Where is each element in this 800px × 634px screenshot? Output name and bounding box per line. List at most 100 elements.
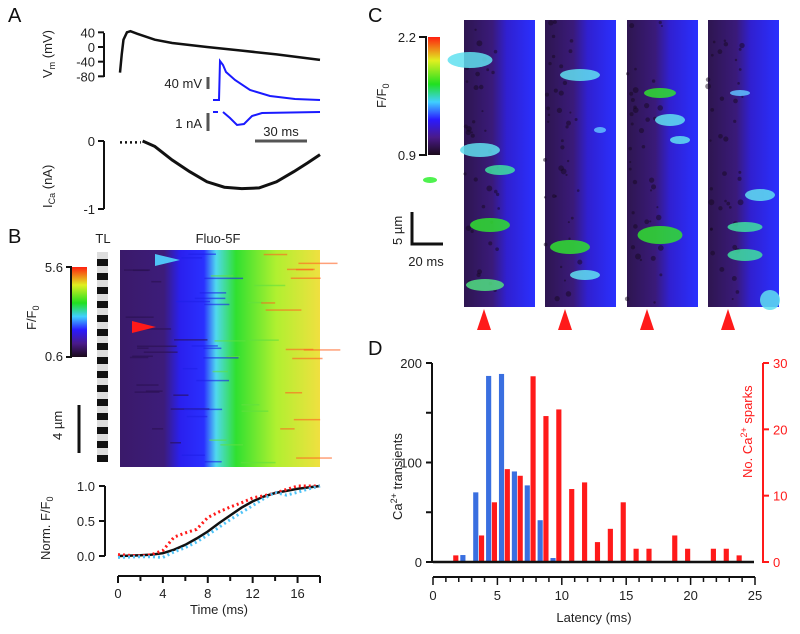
noise-speck: [731, 276, 737, 281]
image-streak: [296, 457, 332, 459]
latency-tick-label: 20: [683, 588, 697, 603]
noise-speck: [484, 129, 487, 132]
noise-speck: [628, 167, 632, 171]
tl-band-dark: [97, 315, 108, 322]
image-streak: [152, 428, 164, 430]
sparks-axis-label: No. Ca2+ sparks: [739, 385, 755, 478]
image-streak: [125, 316, 154, 318]
noise-speck: [560, 139, 564, 143]
noise-speck: [741, 95, 744, 99]
noise-speck: [651, 79, 656, 83]
ca-spark: [570, 270, 600, 280]
linescan-image: [705, 20, 780, 310]
ca-spark: [727, 249, 763, 261]
image-streak: [295, 268, 314, 271]
noise-speck: [659, 273, 663, 277]
image-streak: [143, 351, 178, 353]
panel-a: Vm (mV) 400-40-80 40 mV 1 nA 30 ms ICa (…: [40, 25, 321, 217]
image-streak: [145, 390, 163, 392]
noise-speck: [554, 295, 560, 302]
noise-speck: [632, 87, 639, 93]
time-tick-label: 16: [290, 586, 304, 601]
tl-band-light: [97, 294, 108, 301]
noise-speck: [719, 266, 725, 272]
noise-speck: [717, 49, 723, 55]
transients-tick-label: 0: [415, 555, 422, 570]
noise-speck: [733, 98, 738, 104]
noise-speck: [486, 68, 490, 72]
noise-speck: [638, 127, 645, 134]
latency-tick-label: 10: [555, 588, 569, 603]
image-streak: [188, 253, 216, 255]
noise-speck: [635, 253, 641, 260]
transients-axis-label: Ca2+ transients: [389, 433, 405, 520]
noise-speck: [630, 122, 634, 126]
sparks-tick-label: 10: [773, 489, 787, 504]
image-streak: [290, 277, 321, 279]
time-tick-label: 0: [114, 586, 121, 601]
ca-spark: [644, 88, 676, 98]
noise-speck: [655, 214, 662, 221]
noise-speck: [563, 279, 566, 282]
noise-speck: [653, 301, 656, 304]
sparks-bar: [478, 535, 485, 562]
noise-speck: [735, 290, 740, 294]
sparks-bar: [453, 555, 459, 562]
colorbar-c: [428, 37, 440, 155]
image-streak: [265, 309, 302, 311]
noise-speck: [565, 173, 568, 177]
noise-speck: [649, 177, 655, 183]
fluo-5f-label: Fluo-5F: [196, 231, 241, 246]
image-streak: [285, 391, 303, 394]
noise-speck: [657, 245, 664, 251]
image-streak: [303, 349, 341, 351]
panel-label-c: C: [368, 5, 382, 27]
panel-c: F/F0 2.2 0.9 5 µm 20 ms: [374, 20, 780, 330]
noise-speck: [552, 194, 556, 198]
tl-band-light: [97, 392, 108, 399]
noise-speck: [481, 110, 484, 113]
ca-spark: [594, 127, 606, 133]
scale-label-40mv: 40 mV: [164, 76, 202, 91]
noise-speck: [644, 102, 650, 109]
panel-label-a: A: [8, 5, 22, 27]
noise-speck: [641, 144, 646, 149]
noise-speck: [551, 54, 556, 59]
scale-label-4um: 4 µm: [50, 411, 65, 440]
stimulus-arrowhead: [640, 309, 654, 330]
noise-speck: [710, 108, 715, 112]
image-streak: [194, 297, 226, 300]
noise-speck: [491, 70, 495, 75]
colorbar-max: 5.6: [45, 260, 63, 275]
noise-speck: [723, 136, 729, 142]
noise-speck: [630, 98, 635, 102]
noise-speck: [566, 120, 571, 126]
noise-speck: [649, 189, 653, 192]
sparks-bar: [736, 555, 742, 562]
panel-d: Ca2+ transients No. Ca2+ sparks 01002000…: [389, 356, 787, 625]
latency-tick-label: 0: [429, 588, 436, 603]
image-streak: [240, 461, 276, 464]
noise-speck: [466, 126, 472, 132]
fluo-5f-linescan-image: [120, 250, 341, 467]
image-streak: [212, 370, 228, 373]
noise-speck: [488, 241, 493, 246]
noise-speck: [728, 205, 732, 209]
image-streak: [174, 339, 208, 341]
ca-spark: [637, 226, 683, 244]
tl-band-light: [97, 266, 108, 273]
noise-speck: [738, 68, 742, 71]
tl-band-dark: [97, 413, 108, 420]
image-streak: [129, 356, 149, 359]
sparks-bar: [504, 469, 510, 562]
noise-speck: [624, 296, 630, 302]
image-streak: [285, 348, 314, 351]
noise-speck: [470, 133, 475, 138]
sparks-bar: [710, 548, 716, 562]
noise-speck: [632, 179, 638, 185]
noise-speck: [645, 117, 650, 122]
ca-spark: [745, 189, 775, 201]
image-streak: [136, 345, 177, 348]
sparks-tick-label: 0: [773, 555, 780, 570]
noise-speck: [737, 176, 742, 181]
